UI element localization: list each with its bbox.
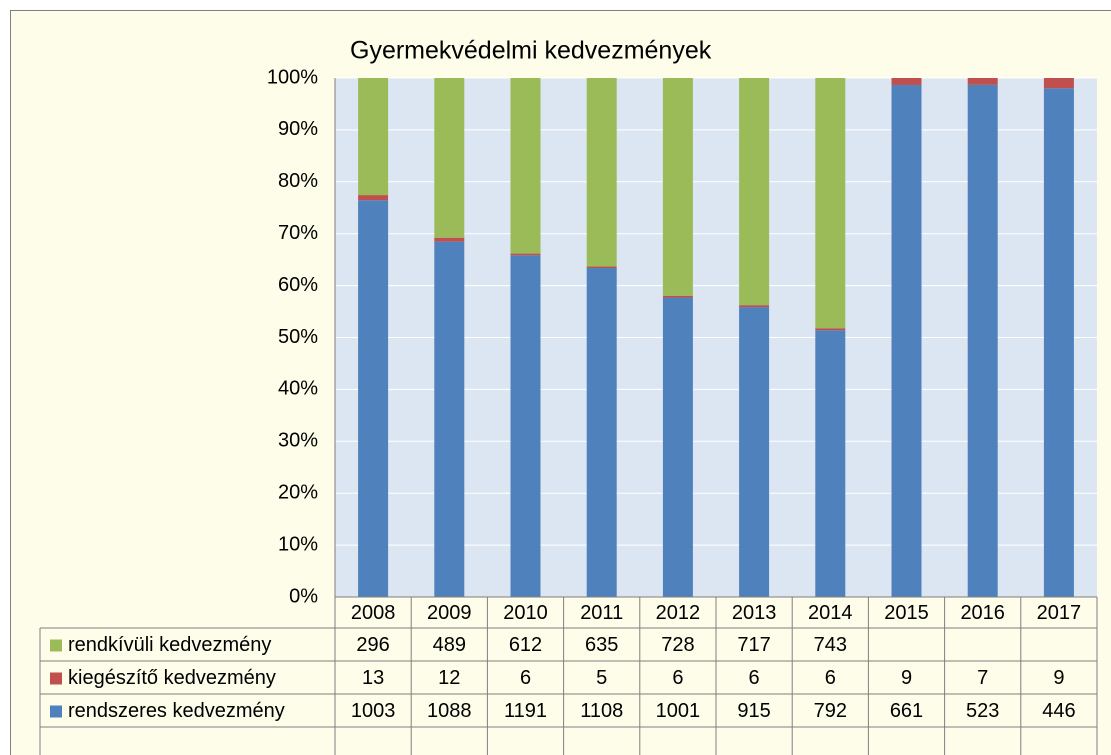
y-tick-label: 50% — [278, 326, 318, 348]
legend-label: rendszeres kedvezmény — [68, 700, 285, 722]
table-value: 9 — [1053, 667, 1064, 689]
table-value: 1191 — [504, 700, 547, 722]
bar-segment — [891, 84, 922, 598]
bar-segment — [434, 241, 465, 597]
table-value: 612 — [509, 634, 542, 656]
x-tick-label: 2008 — [351, 602, 396, 624]
bar-segment — [510, 253, 541, 256]
table-value: 9 — [901, 667, 912, 689]
y-tick-label: 100% — [267, 66, 318, 88]
y-tick-label: 60% — [278, 274, 318, 296]
bar-segment — [1043, 88, 1074, 598]
table-value: 915 — [737, 700, 770, 722]
bar-segment — [967, 84, 998, 597]
bar-segment — [662, 78, 693, 296]
y-tick-label: 30% — [278, 430, 318, 452]
x-tick-label: 2013 — [732, 602, 777, 624]
table-value: 6 — [672, 667, 683, 689]
y-tick-label: 90% — [278, 118, 318, 140]
legend-swatch — [50, 705, 62, 718]
legend-swatch — [50, 639, 62, 652]
bar-segment — [815, 78, 846, 329]
bar-segment — [739, 305, 770, 308]
table-value: 792 — [814, 700, 847, 722]
table-value: 1108 — [580, 700, 623, 722]
table-value: 446 — [1042, 700, 1075, 722]
table-value: 6 — [749, 667, 760, 689]
x-tick-label: 2009 — [427, 602, 472, 624]
bar-segment — [586, 78, 617, 267]
y-tick-label: 80% — [278, 170, 318, 192]
legend-label: kiegészítő kedvezmény — [68, 667, 276, 689]
table-value: 6 — [520, 667, 531, 689]
bar-segment — [815, 328, 846, 331]
bar-segment — [815, 330, 846, 597]
table-value: 523 — [966, 700, 999, 722]
table-value: 12 — [438, 667, 460, 689]
bar-segment — [662, 297, 693, 597]
legend-swatch — [50, 672, 62, 685]
x-tick-label: 2017 — [1037, 602, 1082, 624]
legend-label: rendkívüli kedvezmény — [68, 634, 271, 656]
table-value: 717 — [737, 634, 770, 656]
x-tick-label: 2014 — [808, 602, 853, 624]
table-value: 743 — [814, 634, 847, 656]
y-tick-label: 20% — [278, 481, 318, 503]
bar-segment — [358, 78, 389, 196]
bar-segment — [739, 307, 770, 597]
table-value: 1001 — [656, 700, 701, 722]
bar-segment — [1043, 78, 1074, 89]
table-value: 661 — [890, 700, 923, 722]
bar-segment — [586, 266, 617, 269]
bar-segment — [586, 268, 617, 597]
bar-segment — [891, 78, 922, 85]
table-value: 6 — [825, 667, 836, 689]
x-tick-label: 2010 — [503, 602, 548, 624]
bar-segment — [434, 78, 465, 238]
table-value: 5 — [596, 667, 607, 689]
table-value: 13 — [362, 667, 384, 689]
table-value: 1003 — [351, 700, 396, 722]
y-tick-label: 70% — [278, 222, 318, 244]
bar-segment — [739, 78, 770, 306]
bar-segment — [434, 237, 465, 242]
bar-segment — [510, 255, 541, 598]
chart-title: Gyermekvédelmi kedvezmények — [350, 37, 712, 65]
x-tick-label: 2012 — [656, 602, 701, 624]
table-value: 728 — [661, 634, 694, 656]
bar-segment — [967, 78, 998, 85]
table-value: 296 — [356, 634, 389, 656]
table-value: 635 — [585, 634, 618, 656]
table-value: 1088 — [427, 700, 472, 722]
table-value: 489 — [433, 634, 466, 656]
bar-segment — [358, 200, 389, 597]
y-tick-label: 40% — [278, 378, 318, 400]
x-tick-label: 2015 — [884, 602, 929, 624]
bar-segment — [662, 295, 693, 298]
bar-segment — [358, 195, 389, 201]
x-tick-label: 2016 — [960, 602, 1005, 624]
table-value: 7 — [977, 667, 988, 689]
bar-segment — [510, 78, 541, 254]
y-tick-label: 0% — [289, 585, 318, 607]
x-tick-label: 2011 — [580, 602, 623, 624]
y-tick-label: 10% — [278, 533, 318, 555]
